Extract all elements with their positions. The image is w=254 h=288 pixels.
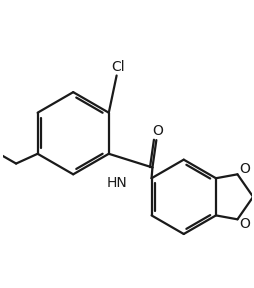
Text: O: O — [238, 162, 249, 177]
Text: Cl: Cl — [110, 60, 124, 74]
Text: O: O — [238, 217, 249, 231]
Text: HN: HN — [106, 176, 127, 190]
Text: O: O — [151, 124, 162, 138]
